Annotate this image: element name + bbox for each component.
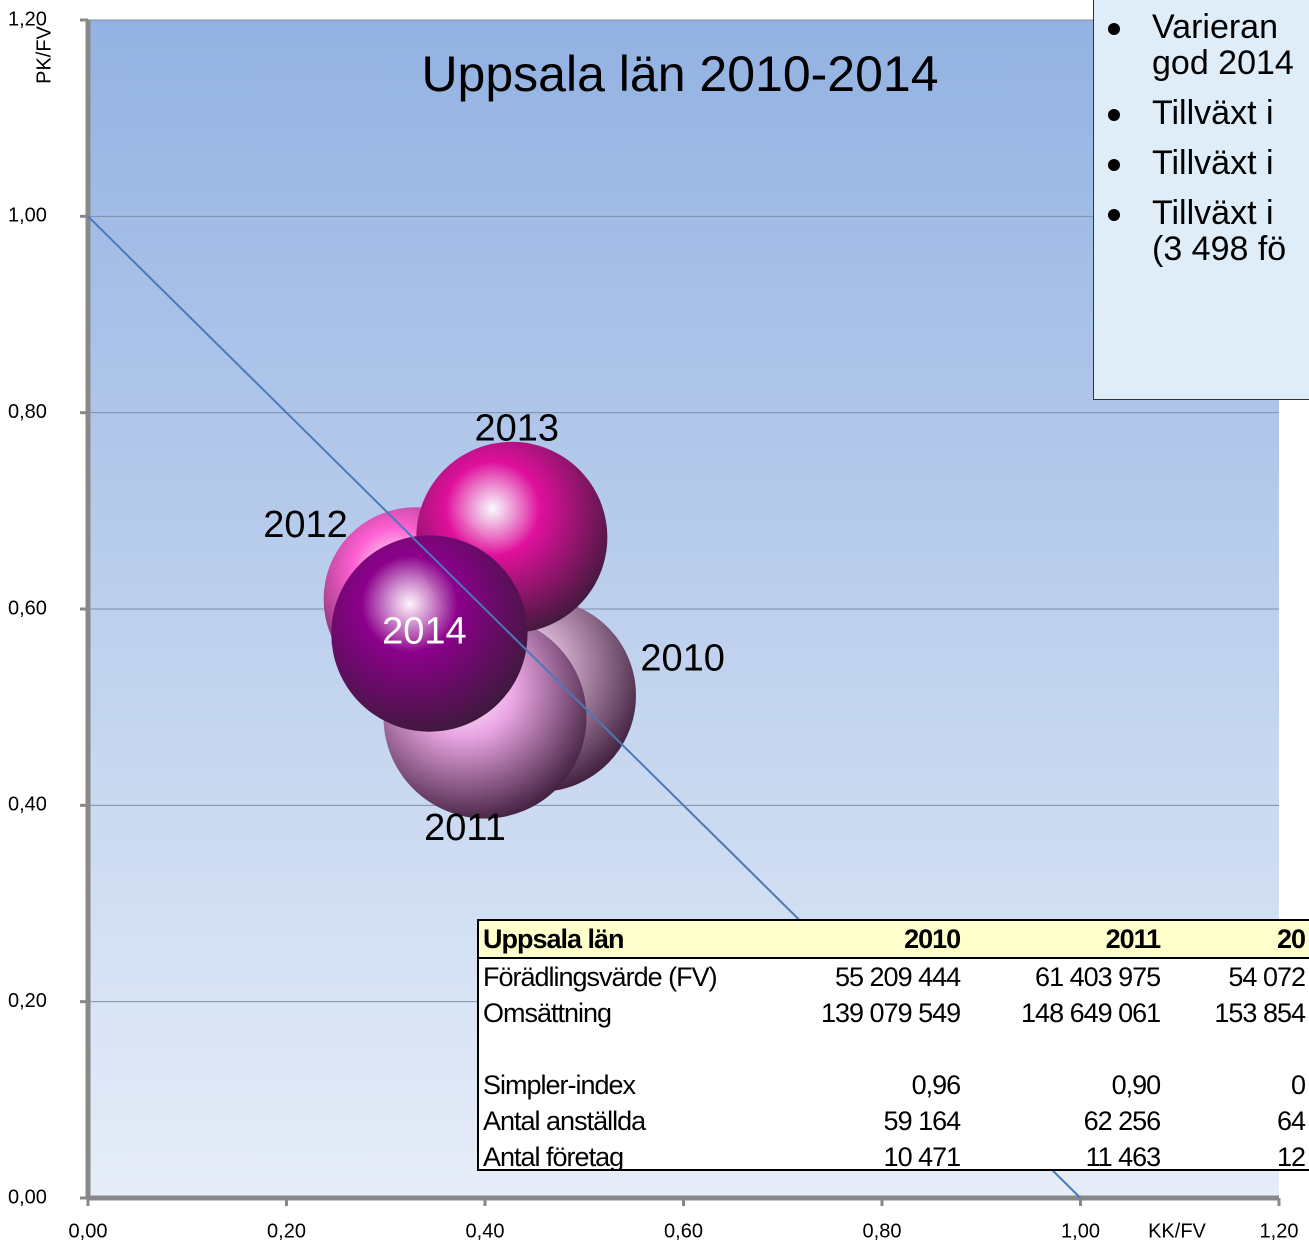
bullet-item: Tillväxt i bbox=[1108, 145, 1309, 181]
table-cell: 55 209 444 bbox=[835, 962, 961, 992]
table-cell: Simpler-index bbox=[483, 1070, 636, 1100]
table-cell: 11 463 bbox=[1085, 1142, 1162, 1171]
x-tick-label: 0,60 bbox=[664, 1220, 703, 1242]
y-axis-label: PK/FV bbox=[33, 25, 55, 83]
table-row: Simpler-index 0,96 0,90 0 bbox=[479, 1067, 1309, 1103]
table-cell: 61 403 975 bbox=[1035, 962, 1161, 992]
y-tick-label: 0,80 bbox=[8, 401, 47, 423]
bullet-text: Tillväxt i bbox=[1152, 94, 1274, 132]
bullet-list: Varieran god 2014 Tillväxt i Tillväxt i Till… bbox=[1094, 9, 1309, 267]
table-row: Förädlingsvärde (FV) 55 209 444 61 403 975… bbox=[479, 958, 1309, 995]
table-row: Antal anställda 59 164 62 256 64 bbox=[479, 1103, 1309, 1139]
bubble bbox=[331, 535, 528, 732]
bullet-text: (3 498 fö bbox=[1152, 230, 1287, 268]
table-row: Omsättning 139 079 549 148 649 061 153 854 bbox=[479, 995, 1309, 1031]
table-cell: Antal anställda bbox=[483, 1106, 646, 1136]
y-tick-label: 0,00 bbox=[8, 1186, 47, 1208]
x-tick-label: 0,40 bbox=[466, 1220, 505, 1242]
x-tick-label: 1,00 bbox=[1061, 1220, 1100, 1242]
text-box: Varieran god 2014 Tillväxt i Tillväxt i Till… bbox=[1093, 0, 1309, 400]
table-cell: 62 256 bbox=[1083, 1106, 1162, 1136]
chart-title: Uppsala län 2010-2014 bbox=[421, 46, 938, 102]
bubble-label: 2014 bbox=[382, 611, 467, 653]
table-cell: 0 bbox=[1290, 1070, 1306, 1100]
bullet-item: Tillväxt i bbox=[1108, 95, 1309, 131]
y-tick-label: 1,00 bbox=[8, 205, 47, 227]
table-cell: 54 072 bbox=[1228, 962, 1306, 992]
y-tick-label: 1,20 bbox=[8, 8, 47, 30]
spacer bbox=[479, 1031, 1309, 1067]
x-tick-label: 1,20 bbox=[1260, 1220, 1299, 1242]
y-tick-label: 0,20 bbox=[8, 990, 47, 1012]
table-cell: 59 164 bbox=[883, 1106, 962, 1136]
spacer-row bbox=[479, 1031, 1309, 1067]
table-cell: Omsättning bbox=[483, 998, 612, 1028]
table-cell: 0,96 bbox=[911, 1070, 962, 1100]
table-cell: Antal företag bbox=[483, 1142, 624, 1171]
x-tick-label: 0,00 bbox=[69, 1220, 108, 1242]
bullet-item: Varieran god 2014 bbox=[1108, 9, 1309, 81]
table-cell: 20 bbox=[1164, 921, 1309, 959]
x-axis-label: KK/FV bbox=[1148, 1220, 1206, 1242]
table-row: Antal företag 10 471 11 463 12 bbox=[479, 1139, 1309, 1171]
bullet-text: Tillväxt i bbox=[1152, 144, 1274, 182]
x-tick-label: 0,20 bbox=[267, 1220, 306, 1242]
bubble-label: 2012 bbox=[263, 504, 348, 546]
table-cell: 64 bbox=[1276, 1106, 1306, 1136]
table-cell: 153 854 bbox=[1214, 998, 1306, 1028]
table-cell: Uppsala län bbox=[479, 921, 781, 959]
table-cell: 139 079 549 bbox=[820, 998, 961, 1028]
table-cell: 12 bbox=[1276, 1142, 1306, 1171]
bubble-label: 2013 bbox=[475, 407, 560, 449]
table-row: Uppsala län 2010 2011 20 bbox=[479, 921, 1309, 959]
table: Uppsala län 2010 2011 20 Förädlingsvärde (FV… bbox=[479, 921, 1309, 1171]
y-tick-label: 0,60 bbox=[8, 597, 47, 619]
bullet-text: Varieran bbox=[1152, 8, 1278, 46]
table-cell: 148 649 061 bbox=[1021, 998, 1161, 1028]
bullet-text: god 2014 bbox=[1152, 44, 1294, 82]
data-table: Uppsala län 2010 2011 20 Förädlingsvärde (FV… bbox=[477, 919, 1309, 1171]
bullet-item: Tillväxt i (3 498 fö bbox=[1108, 195, 1309, 267]
table-cell: 2011 bbox=[964, 921, 1165, 959]
table-cell: 2010 bbox=[780, 921, 965, 959]
table-cell: Förädlingsvärde (FV) bbox=[483, 962, 718, 992]
bullet-text: Tillväxt i bbox=[1152, 194, 1274, 232]
table-cell: 0,90 bbox=[1111, 1070, 1162, 1100]
x-tick-label: 0,80 bbox=[863, 1220, 902, 1242]
bubble-label: 2011 bbox=[424, 807, 506, 849]
table-cell: 10 471 bbox=[883, 1142, 962, 1171]
bubble-label: 2010 bbox=[640, 637, 725, 679]
y-tick-label: 0,40 bbox=[8, 794, 47, 816]
